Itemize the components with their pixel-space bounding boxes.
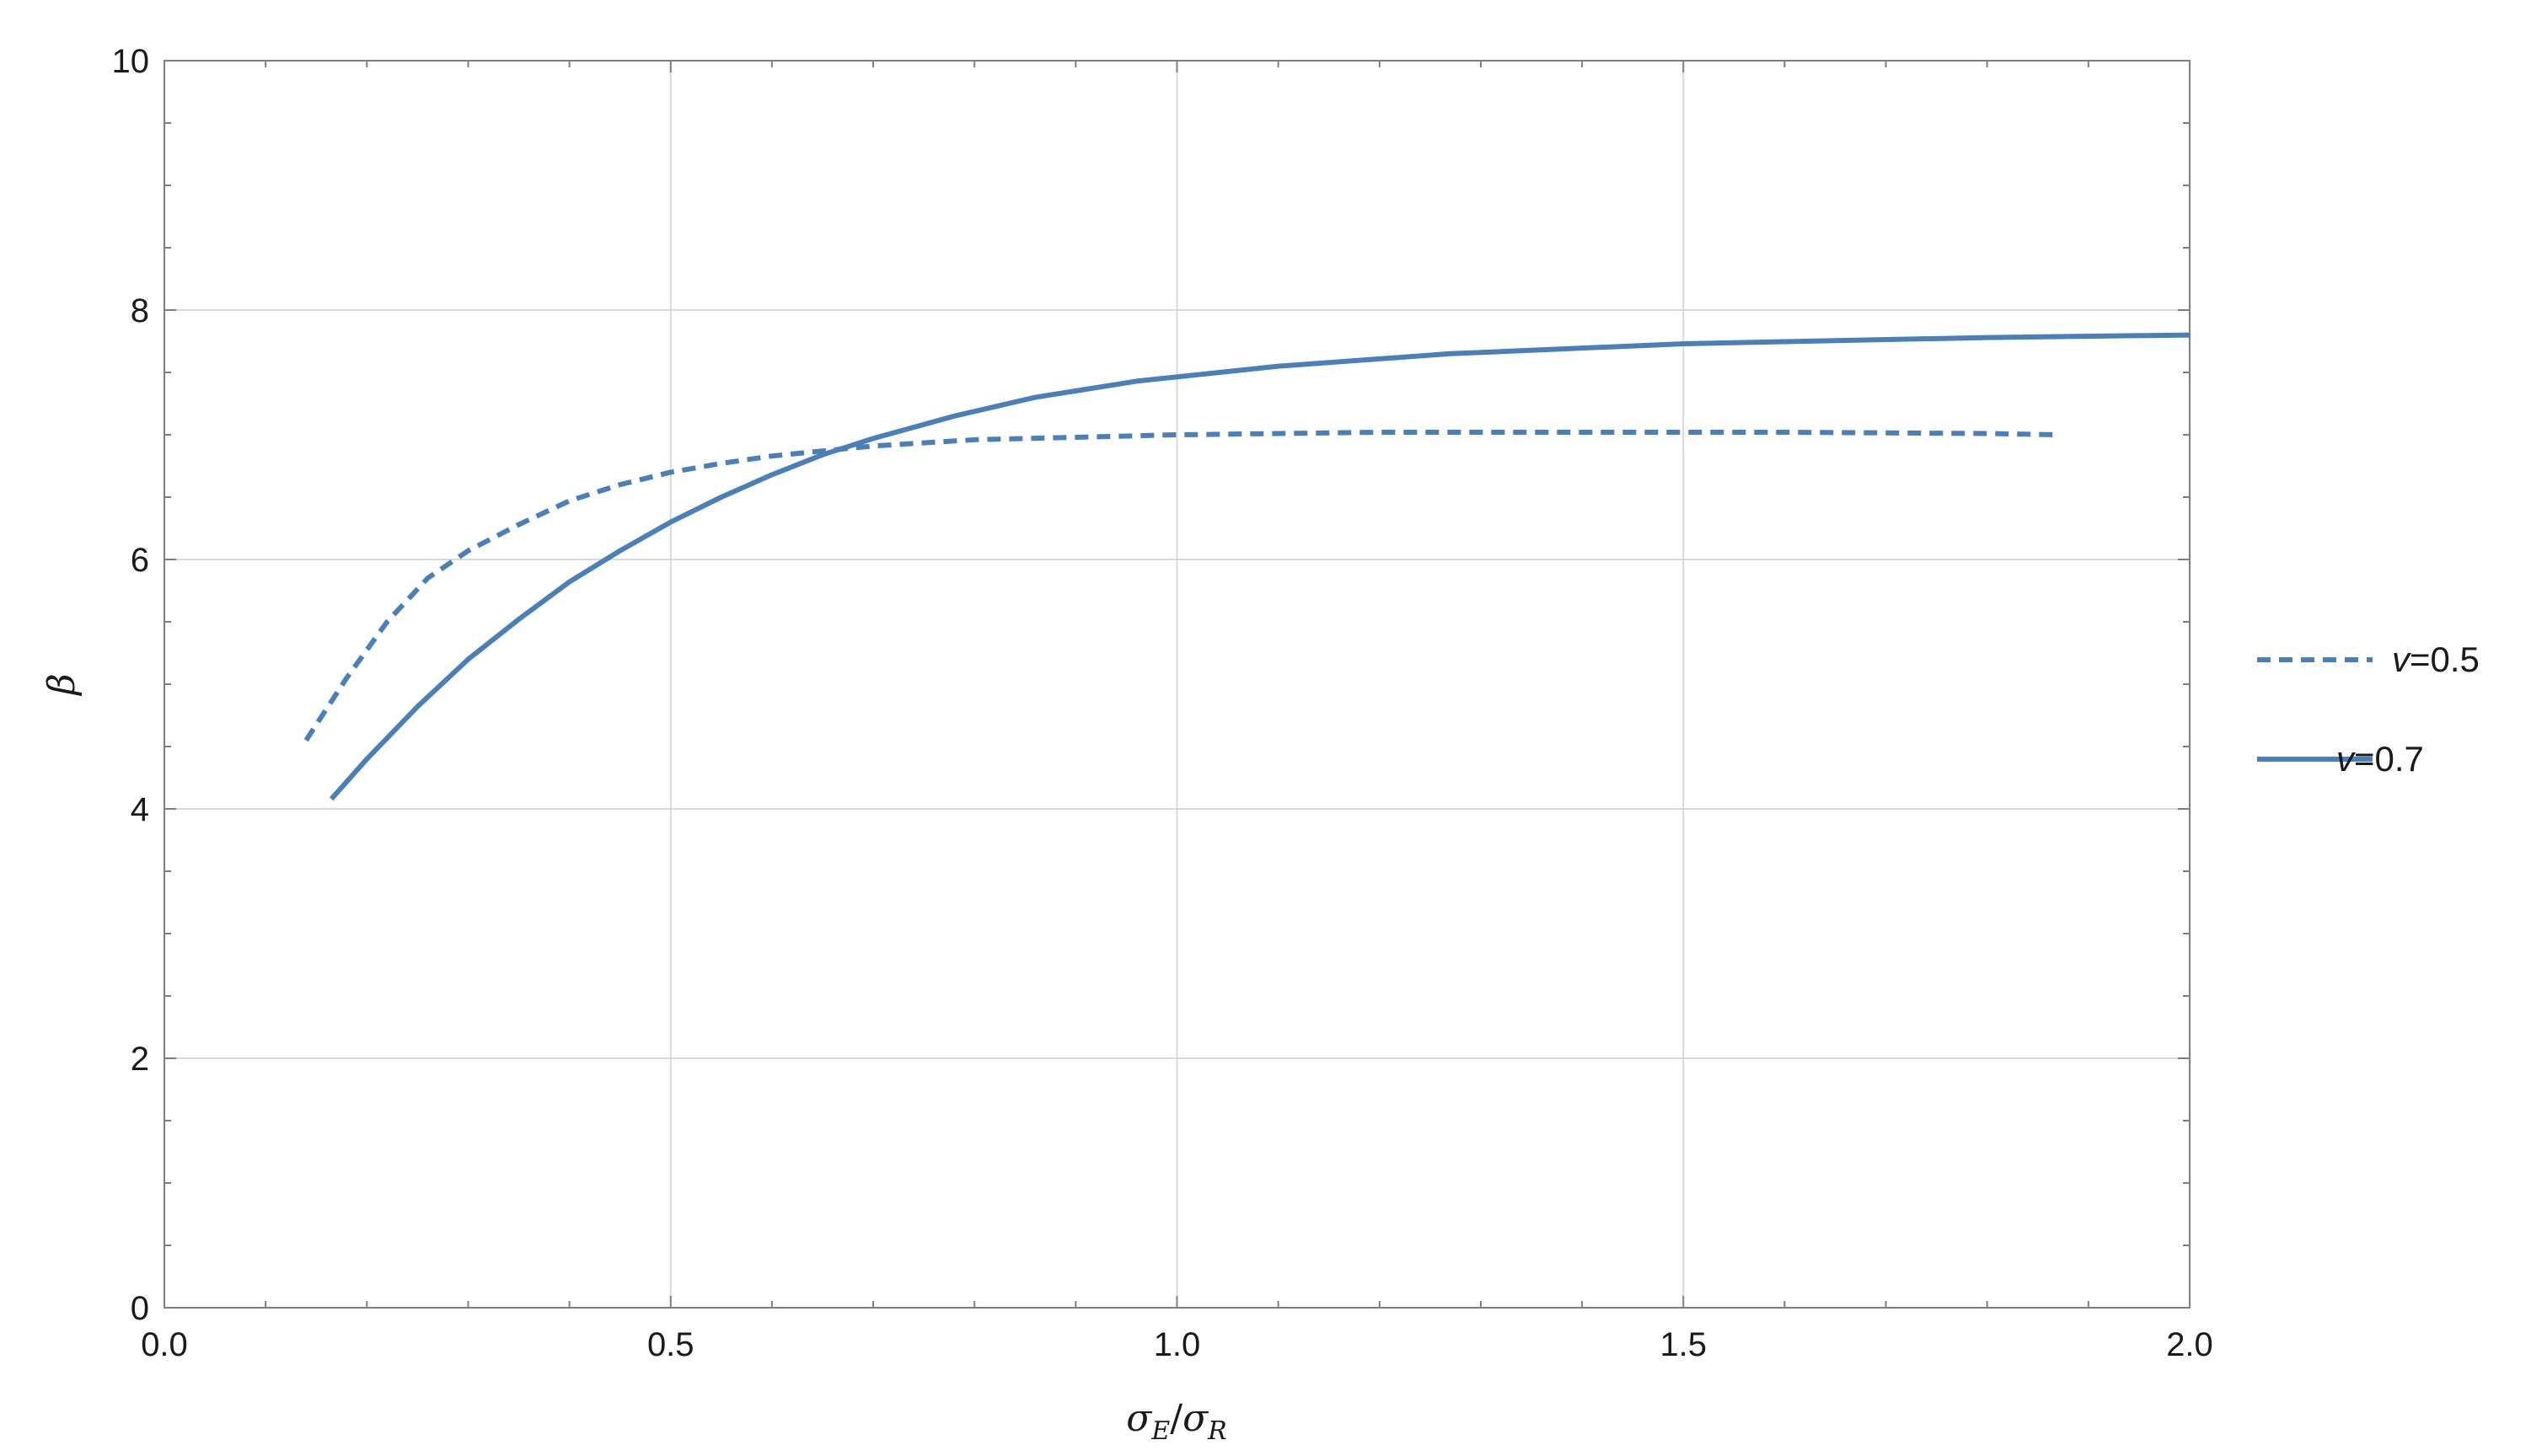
y-tick-label: 2: [131, 1041, 149, 1078]
x-axis-label: σE/σR: [1126, 1397, 1226, 1446]
legend-label-v07: v=0.7: [2336, 739, 2424, 779]
x-tick-label: 2.0: [2166, 1326, 2213, 1363]
y-tick-label: 6: [131, 542, 149, 579]
legend-label-v05: v=0.5: [2392, 640, 2480, 679]
y-tick-label: 10: [112, 43, 150, 80]
x-tick-label: 1.5: [1660, 1326, 1707, 1363]
y-tick-label: 0: [131, 1290, 149, 1327]
series-layer: [303, 332, 2190, 801]
grid: [164, 61, 2190, 1308]
x-tick-label: 1.0: [1154, 1326, 1201, 1363]
tick-labels: 0.0 0.5 1.0 1.5 2.0 0 2 4 6 8 10: [112, 43, 2213, 1363]
y-tick-label: 4: [131, 791, 149, 828]
x-tick-label: 0.5: [647, 1326, 694, 1363]
series-line-v07: [329, 332, 2190, 801]
y-axis-label: β: [40, 673, 83, 696]
tick-marks: [164, 60, 2190, 1309]
legend: v=0.5 v=0.7: [2257, 640, 2480, 779]
y-tick-label: 8: [131, 292, 149, 329]
series-line-v05: [303, 430, 2058, 742]
x-tick-label: 0.0: [141, 1326, 188, 1363]
